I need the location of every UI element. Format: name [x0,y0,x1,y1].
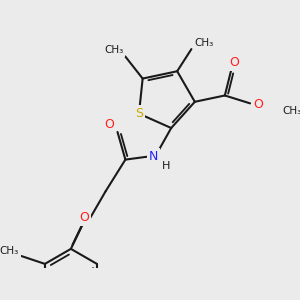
Text: CH₃: CH₃ [194,38,214,48]
Text: O: O [230,56,239,69]
Text: CH₃: CH₃ [0,246,18,256]
Text: S: S [135,107,143,120]
Text: CH₃: CH₃ [282,106,300,116]
Text: H: H [162,161,171,171]
Text: O: O [105,118,115,130]
Text: N: N [149,150,158,163]
Text: O: O [80,211,89,224]
Text: CH₃: CH₃ [105,45,124,55]
Text: O: O [253,98,263,112]
